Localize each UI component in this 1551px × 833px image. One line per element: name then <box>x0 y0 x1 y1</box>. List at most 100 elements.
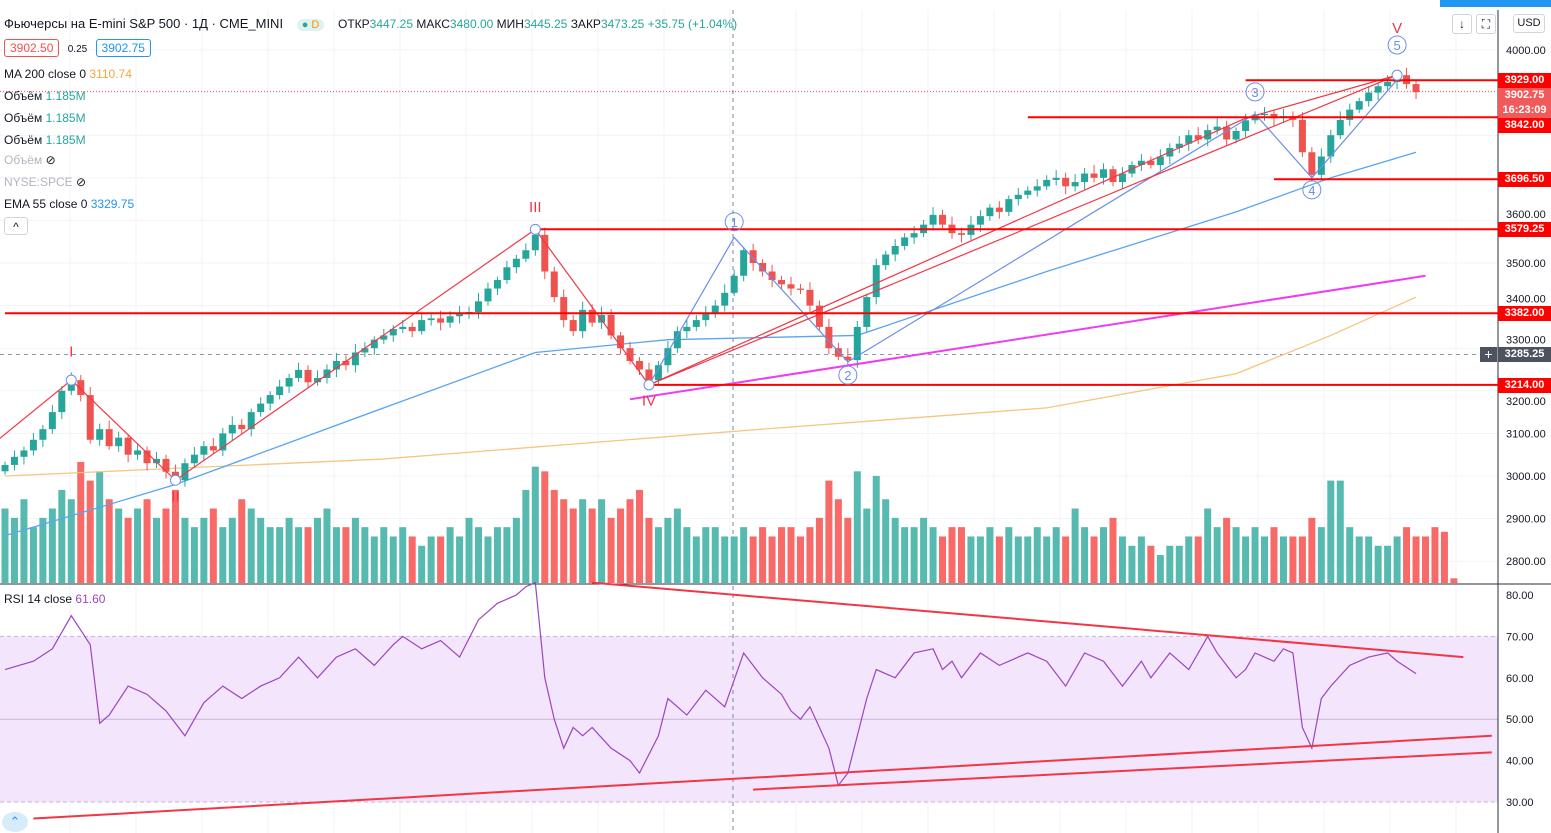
scroll-to-latest-button[interactable]: ↓ <box>1452 14 1472 34</box>
candle <box>209 438 217 454</box>
candle <box>853 320 861 368</box>
wave-label: IV <box>642 393 656 410</box>
candle <box>153 452 161 468</box>
rsi-legend[interactable]: RSI 14 close 61.60 <box>4 592 105 606</box>
candle <box>1213 118 1221 135</box>
wave-label-circle <box>1387 35 1407 55</box>
candle-body <box>484 288 492 302</box>
indicator-volume[interactable]: Объём 1.185M <box>4 133 86 147</box>
candle-body <box>749 250 757 263</box>
price-tick-label: 3000.00 <box>1506 471 1546 483</box>
buy-price-button[interactable]: 3902.75 <box>95 39 151 57</box>
volume-bar <box>1081 527 1089 583</box>
volume-bar <box>815 517 823 583</box>
anchor-point <box>169 474 181 486</box>
candle <box>1109 165 1117 187</box>
volume-bar <box>247 508 255 583</box>
candle <box>1298 112 1306 157</box>
candle <box>238 418 246 435</box>
volume-bar <box>1308 517 1316 583</box>
anchor-point <box>65 374 77 386</box>
candle-body <box>86 395 94 440</box>
tradingview-logo-icon[interactable]: ⌃ <box>2 812 28 832</box>
candle-body <box>1071 182 1079 187</box>
volume-bar <box>1270 527 1278 583</box>
wave-label: 5 <box>1393 38 1400 53</box>
candle <box>332 352 340 378</box>
volume-bar <box>1336 480 1344 583</box>
wave-label: 4 <box>1308 183 1315 198</box>
volume-bar <box>446 527 454 583</box>
add-alert-plus-icon[interactable]: + <box>1480 347 1497 363</box>
candle <box>77 375 85 402</box>
candle-body <box>77 380 85 396</box>
eye-crossed-icon[interactable]: ⊘ <box>76 175 87 189</box>
candle-body <box>105 429 113 447</box>
candle-body <box>314 378 322 383</box>
volume-bar <box>825 480 833 583</box>
candle-body <box>181 463 189 481</box>
candle <box>626 341 634 365</box>
indicator-volume[interactable]: Объём 1.185M <box>4 111 86 125</box>
volume-bar <box>910 527 918 583</box>
candle-body <box>541 234 549 272</box>
symbol-title[interactable]: Фьючерсы на E-mini S&P 500 · 1Д · CME_MI… <box>4 16 284 31</box>
high-label: МАКС <box>416 17 450 31</box>
candle-body <box>1137 160 1145 166</box>
candle-body <box>39 429 47 440</box>
indicator-name: Объём <box>4 89 43 103</box>
indicator-value: 3110.74 <box>89 67 132 81</box>
candle <box>995 201 1003 219</box>
fullscreen-button[interactable]: ⛶ <box>1476 14 1496 34</box>
volume-bar <box>1147 545 1155 583</box>
sell-price-button[interactable]: 3902.50 <box>4 39 60 57</box>
indicator-name: NYSE:SPCE <box>4 175 73 189</box>
candle-body <box>1005 199 1013 212</box>
indicator-spce-hidden[interactable]: NYSE:SPCE ⊘ <box>4 175 86 189</box>
candle-body <box>219 433 227 451</box>
candle-body <box>1365 92 1373 102</box>
candle <box>1317 148 1325 180</box>
candle-body <box>730 275 738 293</box>
candle-body <box>162 458 170 472</box>
indicator-name: Объём <box>4 111 43 125</box>
candle <box>711 300 719 318</box>
candle <box>247 408 255 437</box>
indicator-volume[interactable]: Объём 1.185M <box>4 89 86 103</box>
bar-countdown-tag: 16:23:09 <box>1498 103 1551 119</box>
eye-crossed-icon[interactable]: ⊘ <box>45 153 56 167</box>
volume-bar <box>285 517 293 583</box>
candle-body <box>493 280 501 289</box>
volume-bar <box>389 536 397 583</box>
indicator-volume-hidden[interactable]: Объём ⊘ <box>4 153 56 167</box>
candle <box>1156 149 1164 171</box>
wave-label: V <box>1392 20 1402 37</box>
rsi-tick-label: 30.00 <box>1506 797 1534 809</box>
candle-body <box>408 326 416 332</box>
open-value: 3447.25 <box>369 17 414 31</box>
candle <box>162 454 170 479</box>
volume-bar <box>323 508 331 583</box>
indicator-name: Объём <box>4 133 43 147</box>
volume-bar <box>1242 536 1250 583</box>
wave-label: 2 <box>844 368 851 383</box>
level-price-tag: 3929.00 <box>1498 73 1551 89</box>
candle-body <box>778 280 786 285</box>
candle <box>815 300 823 331</box>
indicator-name: MA 200 close 0 <box>4 67 87 81</box>
collapse-legend-button[interactable]: ^ <box>4 217 28 235</box>
candle-body <box>1223 126 1231 140</box>
indicator-ema55[interactable]: EMA 55 close 0 3329.75 <box>4 197 134 211</box>
volume-bar <box>96 471 104 583</box>
price-tick-label: 3400.00 <box>1506 293 1546 305</box>
candle <box>134 444 142 460</box>
candle-body <box>96 429 104 440</box>
volume-bar <box>986 527 994 583</box>
indicator-ma200[interactable]: MA 200 close 0 3110.74 <box>4 67 132 81</box>
candle <box>512 254 520 274</box>
candle <box>266 391 274 411</box>
currency-button[interactable]: USD <box>1513 14 1545 33</box>
delay-badge: D <box>311 19 320 31</box>
volume-bar <box>1374 545 1382 583</box>
